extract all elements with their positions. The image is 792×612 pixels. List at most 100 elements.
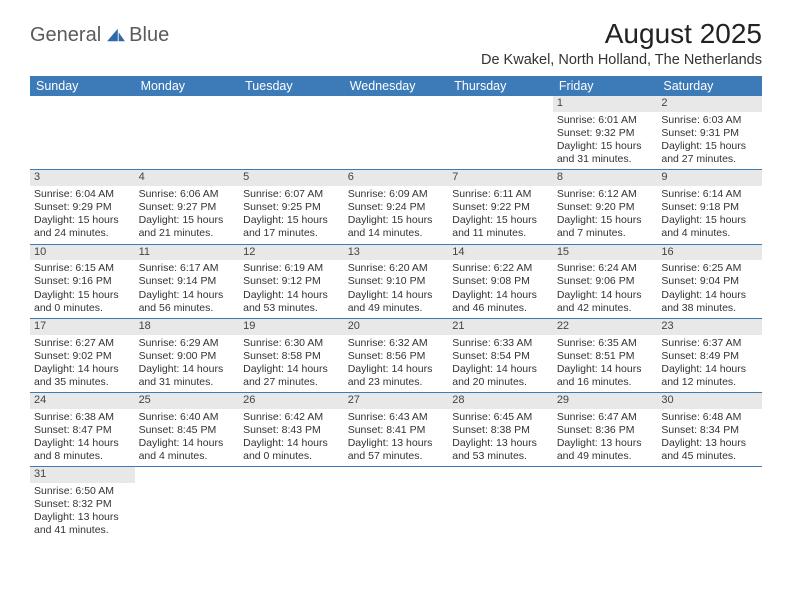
sunrise-line: Sunrise: 6:06 AM bbox=[139, 188, 236, 201]
daylight-line: Daylight: 14 hours and 12 minutes. bbox=[661, 363, 758, 389]
calendar-header-row: SundayMondayTuesdayWednesdayThursdayFrid… bbox=[30, 76, 762, 96]
calendar-cell: 10Sunrise: 6:15 AMSunset: 9:16 PMDayligh… bbox=[30, 244, 135, 318]
sunset-line: Sunset: 9:10 PM bbox=[348, 275, 445, 288]
calendar-cell bbox=[135, 96, 240, 170]
day-number: 30 bbox=[657, 393, 762, 409]
calendar-cell bbox=[30, 96, 135, 170]
calendar-cell: 22Sunrise: 6:35 AMSunset: 8:51 PMDayligh… bbox=[553, 318, 658, 392]
day-number: 25 bbox=[135, 393, 240, 409]
day-number: 9 bbox=[657, 170, 762, 186]
calendar-cell: 17Sunrise: 6:27 AMSunset: 9:02 PMDayligh… bbox=[30, 318, 135, 392]
sunrise-line: Sunrise: 6:12 AM bbox=[557, 188, 654, 201]
sunset-line: Sunset: 9:04 PM bbox=[661, 275, 758, 288]
daylight-line: Daylight: 14 hours and 8 minutes. bbox=[34, 437, 131, 463]
sunset-line: Sunset: 9:16 PM bbox=[34, 275, 131, 288]
daylight-line: Daylight: 15 hours and 0 minutes. bbox=[34, 289, 131, 315]
calendar-cell bbox=[344, 467, 449, 541]
sunset-line: Sunset: 9:25 PM bbox=[243, 201, 340, 214]
sunset-line: Sunset: 8:45 PM bbox=[139, 424, 236, 437]
calendar-cell: 31Sunrise: 6:50 AMSunset: 8:32 PMDayligh… bbox=[30, 467, 135, 541]
daylight-line: Daylight: 15 hours and 17 minutes. bbox=[243, 214, 340, 240]
calendar-cell: 6Sunrise: 6:09 AMSunset: 9:24 PMDaylight… bbox=[344, 170, 449, 244]
daylight-line: Daylight: 14 hours and 46 minutes. bbox=[452, 289, 549, 315]
daylight-line: Daylight: 14 hours and 0 minutes. bbox=[243, 437, 340, 463]
weekday-header: Friday bbox=[553, 76, 658, 96]
sunrise-line: Sunrise: 6:48 AM bbox=[661, 411, 758, 424]
sunrise-line: Sunrise: 6:30 AM bbox=[243, 337, 340, 350]
sunset-line: Sunset: 8:54 PM bbox=[452, 350, 549, 363]
day-number: 17 bbox=[30, 319, 135, 335]
sunset-line: Sunset: 9:22 PM bbox=[452, 201, 549, 214]
daylight-line: Daylight: 15 hours and 24 minutes. bbox=[34, 214, 131, 240]
calendar-week-row: 10Sunrise: 6:15 AMSunset: 9:16 PMDayligh… bbox=[30, 244, 762, 318]
sunset-line: Sunset: 9:24 PM bbox=[348, 201, 445, 214]
sunset-line: Sunset: 9:20 PM bbox=[557, 201, 654, 214]
daylight-line: Daylight: 13 hours and 41 minutes. bbox=[34, 511, 131, 537]
calendar-cell: 9Sunrise: 6:14 AMSunset: 9:18 PMDaylight… bbox=[657, 170, 762, 244]
day-number: 31 bbox=[30, 467, 135, 483]
day-number: 7 bbox=[448, 170, 553, 186]
calendar-cell: 2Sunrise: 6:03 AMSunset: 9:31 PMDaylight… bbox=[657, 96, 762, 170]
sunrise-line: Sunrise: 6:42 AM bbox=[243, 411, 340, 424]
sunrise-line: Sunrise: 6:14 AM bbox=[661, 188, 758, 201]
daylight-line: Daylight: 14 hours and 31 minutes. bbox=[139, 363, 236, 389]
sunrise-line: Sunrise: 6:15 AM bbox=[34, 262, 131, 275]
day-number: 28 bbox=[448, 393, 553, 409]
sunrise-line: Sunrise: 6:29 AM bbox=[139, 337, 236, 350]
sunrise-line: Sunrise: 6:22 AM bbox=[452, 262, 549, 275]
daylight-line: Daylight: 14 hours and 23 minutes. bbox=[348, 363, 445, 389]
sunset-line: Sunset: 9:27 PM bbox=[139, 201, 236, 214]
weekday-header: Sunday bbox=[30, 76, 135, 96]
sunrise-line: Sunrise: 6:09 AM bbox=[348, 188, 445, 201]
daylight-line: Daylight: 14 hours and 53 minutes. bbox=[243, 289, 340, 315]
sunrise-line: Sunrise: 6:37 AM bbox=[661, 337, 758, 350]
calendar-cell: 1Sunrise: 6:01 AMSunset: 9:32 PMDaylight… bbox=[553, 96, 658, 170]
sunrise-line: Sunrise: 6:01 AM bbox=[557, 114, 654, 127]
calendar-cell: 18Sunrise: 6:29 AMSunset: 9:00 PMDayligh… bbox=[135, 318, 240, 392]
day-number: 8 bbox=[553, 170, 658, 186]
sunset-line: Sunset: 9:02 PM bbox=[34, 350, 131, 363]
sunset-line: Sunset: 8:34 PM bbox=[661, 424, 758, 437]
sunrise-line: Sunrise: 6:45 AM bbox=[452, 411, 549, 424]
day-number: 5 bbox=[239, 170, 344, 186]
calendar-week-row: 3Sunrise: 6:04 AMSunset: 9:29 PMDaylight… bbox=[30, 170, 762, 244]
sunrise-line: Sunrise: 6:38 AM bbox=[34, 411, 131, 424]
sunset-line: Sunset: 9:00 PM bbox=[139, 350, 236, 363]
calendar-cell: 12Sunrise: 6:19 AMSunset: 9:12 PMDayligh… bbox=[239, 244, 344, 318]
weekday-header: Thursday bbox=[448, 76, 553, 96]
sunset-line: Sunset: 8:51 PM bbox=[557, 350, 654, 363]
calendar-cell: 14Sunrise: 6:22 AMSunset: 9:08 PMDayligh… bbox=[448, 244, 553, 318]
daylight-line: Daylight: 15 hours and 11 minutes. bbox=[452, 214, 549, 240]
calendar-cell: 30Sunrise: 6:48 AMSunset: 8:34 PMDayligh… bbox=[657, 393, 762, 467]
logo-sail-icon bbox=[105, 27, 127, 43]
calendar-cell: 15Sunrise: 6:24 AMSunset: 9:06 PMDayligh… bbox=[553, 244, 658, 318]
calendar-cell bbox=[448, 467, 553, 541]
calendar-cell bbox=[344, 96, 449, 170]
sunset-line: Sunset: 9:32 PM bbox=[557, 127, 654, 140]
daylight-line: Daylight: 14 hours and 56 minutes. bbox=[139, 289, 236, 315]
day-number: 19 bbox=[239, 319, 344, 335]
location-subtitle: De Kwakel, North Holland, The Netherland… bbox=[481, 52, 762, 68]
calendar-cell: 29Sunrise: 6:47 AMSunset: 8:36 PMDayligh… bbox=[553, 393, 658, 467]
sunset-line: Sunset: 8:41 PM bbox=[348, 424, 445, 437]
sunset-line: Sunset: 8:49 PM bbox=[661, 350, 758, 363]
sunset-line: Sunset: 9:06 PM bbox=[557, 275, 654, 288]
calendar-cell: 16Sunrise: 6:25 AMSunset: 9:04 PMDayligh… bbox=[657, 244, 762, 318]
day-number: 24 bbox=[30, 393, 135, 409]
day-number: 1 bbox=[553, 96, 658, 112]
calendar-cell: 4Sunrise: 6:06 AMSunset: 9:27 PMDaylight… bbox=[135, 170, 240, 244]
day-number: 20 bbox=[344, 319, 449, 335]
sunrise-line: Sunrise: 6:33 AM bbox=[452, 337, 549, 350]
calendar-week-row: 24Sunrise: 6:38 AMSunset: 8:47 PMDayligh… bbox=[30, 393, 762, 467]
calendar-cell bbox=[239, 467, 344, 541]
sunset-line: Sunset: 8:43 PM bbox=[243, 424, 340, 437]
sunrise-line: Sunrise: 6:47 AM bbox=[557, 411, 654, 424]
sunset-line: Sunset: 8:38 PM bbox=[452, 424, 549, 437]
calendar-cell: 7Sunrise: 6:11 AMSunset: 9:22 PMDaylight… bbox=[448, 170, 553, 244]
sunrise-line: Sunrise: 6:50 AM bbox=[34, 485, 131, 498]
calendar-cell bbox=[239, 96, 344, 170]
weekday-header: Tuesday bbox=[239, 76, 344, 96]
day-number: 21 bbox=[448, 319, 553, 335]
page-title: August 2025 bbox=[481, 18, 762, 50]
daylight-line: Daylight: 14 hours and 27 minutes. bbox=[243, 363, 340, 389]
